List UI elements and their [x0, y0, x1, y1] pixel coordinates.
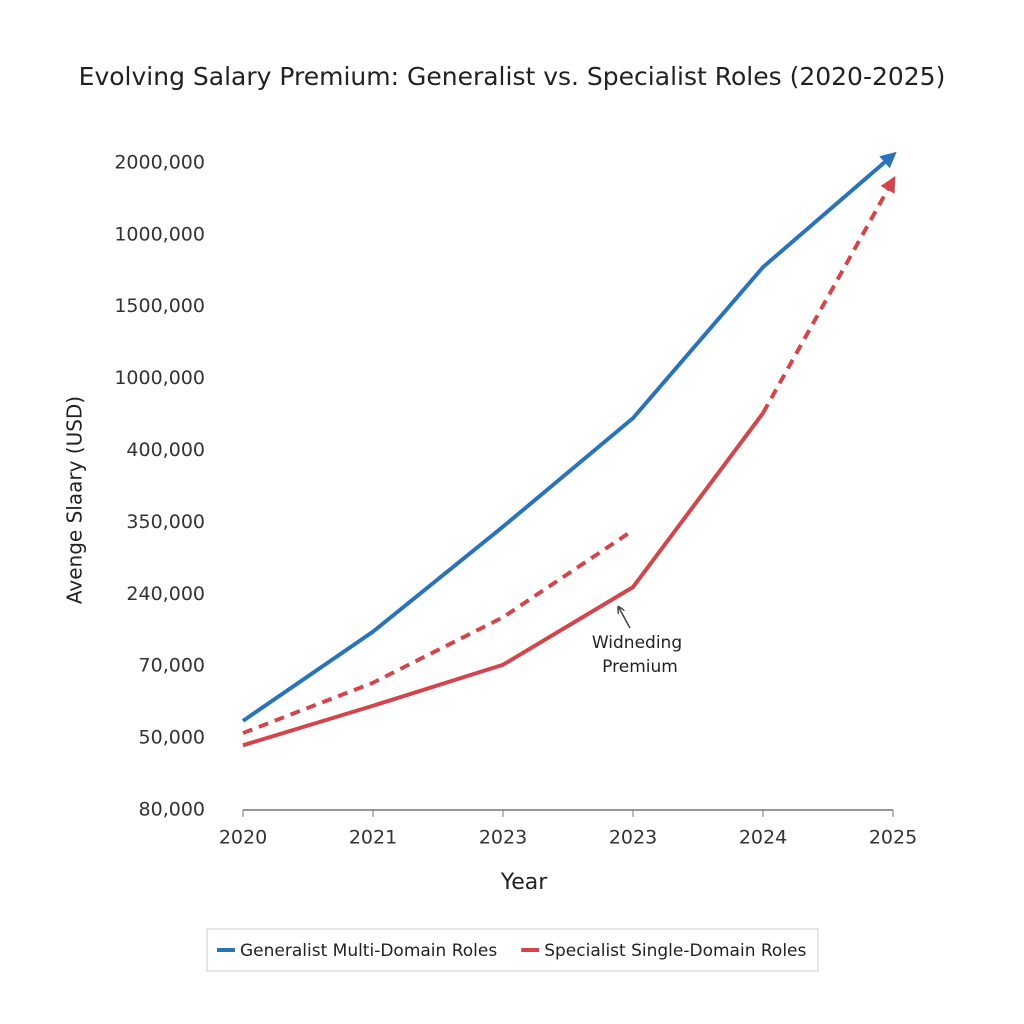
y-tick-label: 2000,000: [114, 151, 205, 173]
y-tick-label: 400,000: [126, 439, 205, 461]
y-tick-label: 50,000: [139, 727, 205, 749]
chart-title: Evolving Salary Premium: Generalist vs. …: [79, 62, 946, 91]
x-tick-label: 2021: [349, 827, 397, 849]
annotation: Widneding: [592, 633, 682, 653]
annotation: Premium: [602, 657, 678, 677]
x-tick-label: 2020: [219, 827, 267, 849]
series-line: [241, 151, 897, 723]
series-line: [761, 175, 896, 415]
y-tick-label: 350,000: [126, 511, 205, 533]
x-tick-label: 2023: [479, 827, 527, 849]
y-axis-label: Avenge Slaary (USD): [63, 396, 87, 604]
legend: [206, 928, 819, 972]
legend-label: Specialist Single-Domain Roles: [544, 941, 806, 961]
y-tick-label: 1000,000: [114, 367, 205, 389]
y-tick-label: 80,000: [139, 799, 205, 821]
y-tick-label: 70,000: [139, 655, 205, 677]
x-axis-label: Year: [500, 870, 549, 895]
x-tick-label: 2023: [609, 827, 657, 849]
y-tick-label: 1500,000: [114, 295, 205, 317]
y-tick-label: 240,000: [126, 583, 205, 605]
annotation-arrow: [619, 608, 631, 629]
x-tick-label: 2024: [739, 827, 787, 849]
series-line: [242, 411, 765, 748]
legend-label: Generalist Multi-Domain Roles: [240, 941, 497, 961]
x-tick-label: 2025: [869, 827, 917, 849]
series-line: [242, 528, 635, 735]
y-tick-label: 1000,000: [114, 223, 205, 245]
